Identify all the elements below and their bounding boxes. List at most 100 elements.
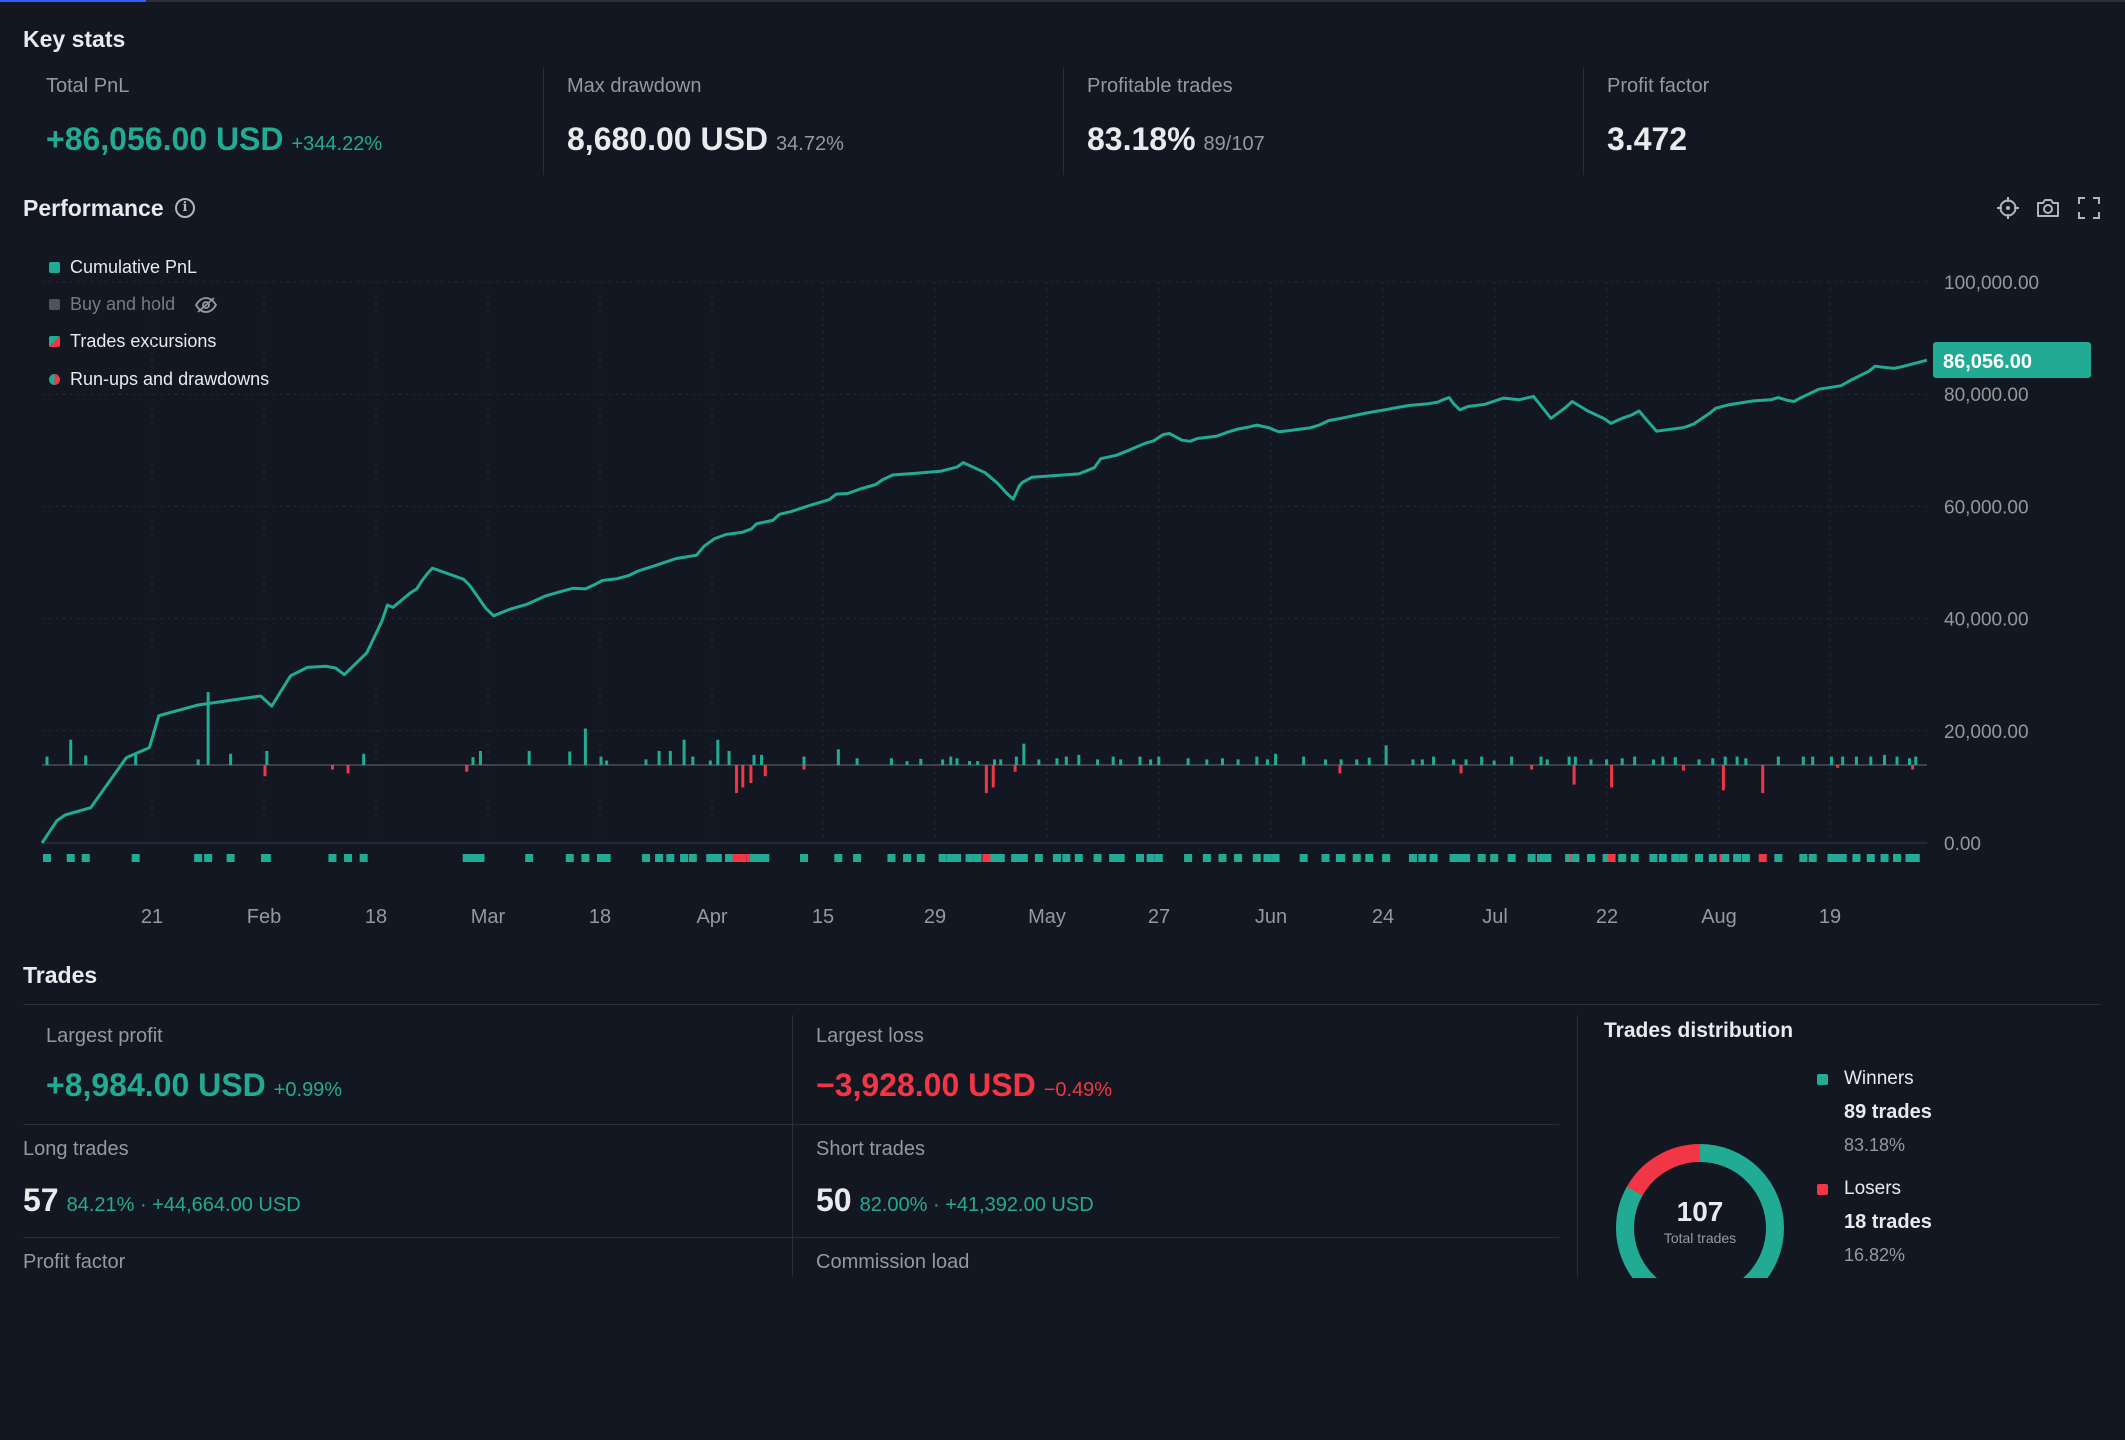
trade-marker — [1880, 854, 1889, 862]
runup-bar — [836, 749, 840, 765]
x-tick-label: 18 — [589, 906, 611, 928]
trade-marker — [1774, 854, 1783, 862]
runup-bar — [1096, 759, 1100, 765]
trade-marker — [565, 854, 574, 862]
trade-marker — [666, 854, 675, 862]
runup-bar — [45, 756, 49, 765]
largest-profit-percent: +0.99% — [273, 1079, 343, 1101]
info-icon[interactable]: i — [175, 198, 195, 218]
runup-bar — [1545, 759, 1549, 765]
trade-marker — [903, 854, 912, 862]
trade-marker — [1252, 854, 1261, 862]
trade-marker — [328, 854, 337, 862]
runup-bar — [1220, 758, 1224, 765]
winners-dot — [1817, 1074, 1828, 1085]
runup-bar — [1539, 756, 1543, 765]
trade-marker — [1382, 854, 1391, 862]
trade-marker — [1527, 854, 1536, 862]
runup-bar — [229, 753, 233, 765]
runup-bar — [1452, 759, 1456, 765]
losers-percent: 16.82% — [1844, 1245, 1906, 1265]
profitable-trades-label: Profitable trades — [1087, 75, 1233, 97]
eye-off-icon[interactable] — [194, 296, 218, 314]
fullscreen-icon[interactable] — [2075, 194, 2103, 222]
donut-chart — [1616, 1144, 1784, 1278]
trade-marker — [131, 854, 140, 862]
runup-bar — [1324, 759, 1328, 765]
trade-marker — [641, 854, 650, 862]
trade-marker — [990, 854, 999, 862]
runup-bar — [605, 760, 609, 765]
runup-bar — [1205, 759, 1209, 765]
trade-marker — [359, 854, 368, 862]
x-tick-label: 18 — [365, 906, 387, 928]
runup-bar — [727, 750, 731, 765]
legend-trades-excursions[interactable]: Trades excursions — [49, 331, 216, 352]
trade-marker — [1733, 854, 1742, 862]
runup-bar — [69, 739, 73, 765]
trade-marker — [1833, 854, 1842, 862]
stat-divider — [1583, 68, 1584, 175]
runup-bar — [1014, 756, 1018, 765]
trade-marker — [1607, 854, 1616, 862]
profit-factor-value: 3.472 — [1607, 121, 1688, 157]
drawdown-bar — [749, 765, 753, 783]
runup-bar — [1854, 756, 1858, 765]
runup-bar — [1384, 745, 1388, 765]
trade-marker — [1571, 854, 1580, 862]
runup-bar — [657, 750, 661, 765]
runup-bar — [1673, 757, 1677, 765]
trade-marker — [344, 854, 353, 862]
runup-bar — [968, 761, 972, 765]
runup-bar — [1480, 756, 1484, 765]
runup-bar — [1138, 756, 1142, 765]
drawdown-bar — [1530, 765, 1534, 770]
trades-profit-factor-label: Profit factor — [23, 1251, 126, 1273]
trade-marker — [713, 854, 722, 862]
x-tick-label: Apr — [696, 906, 727, 928]
long-trades-detail: 84.21% · +44,664.00 USD — [66, 1194, 301, 1216]
runup-bar — [1829, 756, 1833, 765]
x-tick-label: Aug — [1701, 906, 1737, 928]
trades-row-divider — [23, 1124, 1559, 1125]
trade-marker — [1808, 854, 1817, 862]
trade-marker — [1299, 854, 1308, 862]
trade-marker — [799, 854, 808, 862]
legend-buy-and-hold[interactable]: Buy and hold — [49, 294, 218, 315]
crosshair-icon[interactable] — [1994, 194, 2022, 222]
trade-marker — [1154, 854, 1163, 862]
losers-dot — [1817, 1184, 1828, 1195]
trade-marker — [706, 854, 715, 862]
trade-marker — [973, 854, 982, 862]
trade-marker — [1116, 854, 1125, 862]
legend-runups-drawdowns[interactable]: Run-ups and drawdowns — [49, 369, 269, 390]
trade-marker — [1418, 854, 1427, 862]
x-tick-label: Feb — [247, 906, 281, 928]
trade-marker — [1741, 854, 1750, 862]
stat-divider — [543, 68, 544, 175]
x-tick-label: Jul — [1482, 906, 1508, 928]
drawdown-bar — [735, 765, 739, 794]
last-value-badge: 86,056.00 — [1933, 342, 2091, 378]
runup-bar — [1589, 759, 1593, 765]
commission-load-label: Commission load — [816, 1251, 970, 1273]
trade-marker — [1337, 854, 1346, 862]
runup-bar — [1119, 759, 1123, 765]
performance-chart[interactable]: 100,000.00 80,000.00 60,000.00 40,000.00 20,… — [0, 0, 2125, 940]
trade-marker — [1671, 854, 1680, 862]
x-tick-label: 29 — [924, 906, 946, 928]
trade-marker — [476, 854, 485, 862]
trade-marker — [938, 854, 947, 862]
camera-icon[interactable] — [2034, 194, 2062, 222]
runup-bar — [1735, 756, 1739, 765]
runup-bar — [955, 758, 959, 765]
trade-marker — [946, 854, 955, 862]
trade-marker — [1271, 854, 1280, 862]
runup-bar — [1420, 759, 1424, 765]
legend-cumulative-pnl[interactable]: Cumulative PnL — [49, 257, 197, 278]
trade-marker — [1721, 854, 1730, 862]
trade-marker — [1457, 854, 1466, 862]
trade-marker — [761, 854, 770, 862]
trade-marker — [1507, 854, 1516, 862]
total-trades-count: 107 — [1676, 1196, 1724, 1227]
